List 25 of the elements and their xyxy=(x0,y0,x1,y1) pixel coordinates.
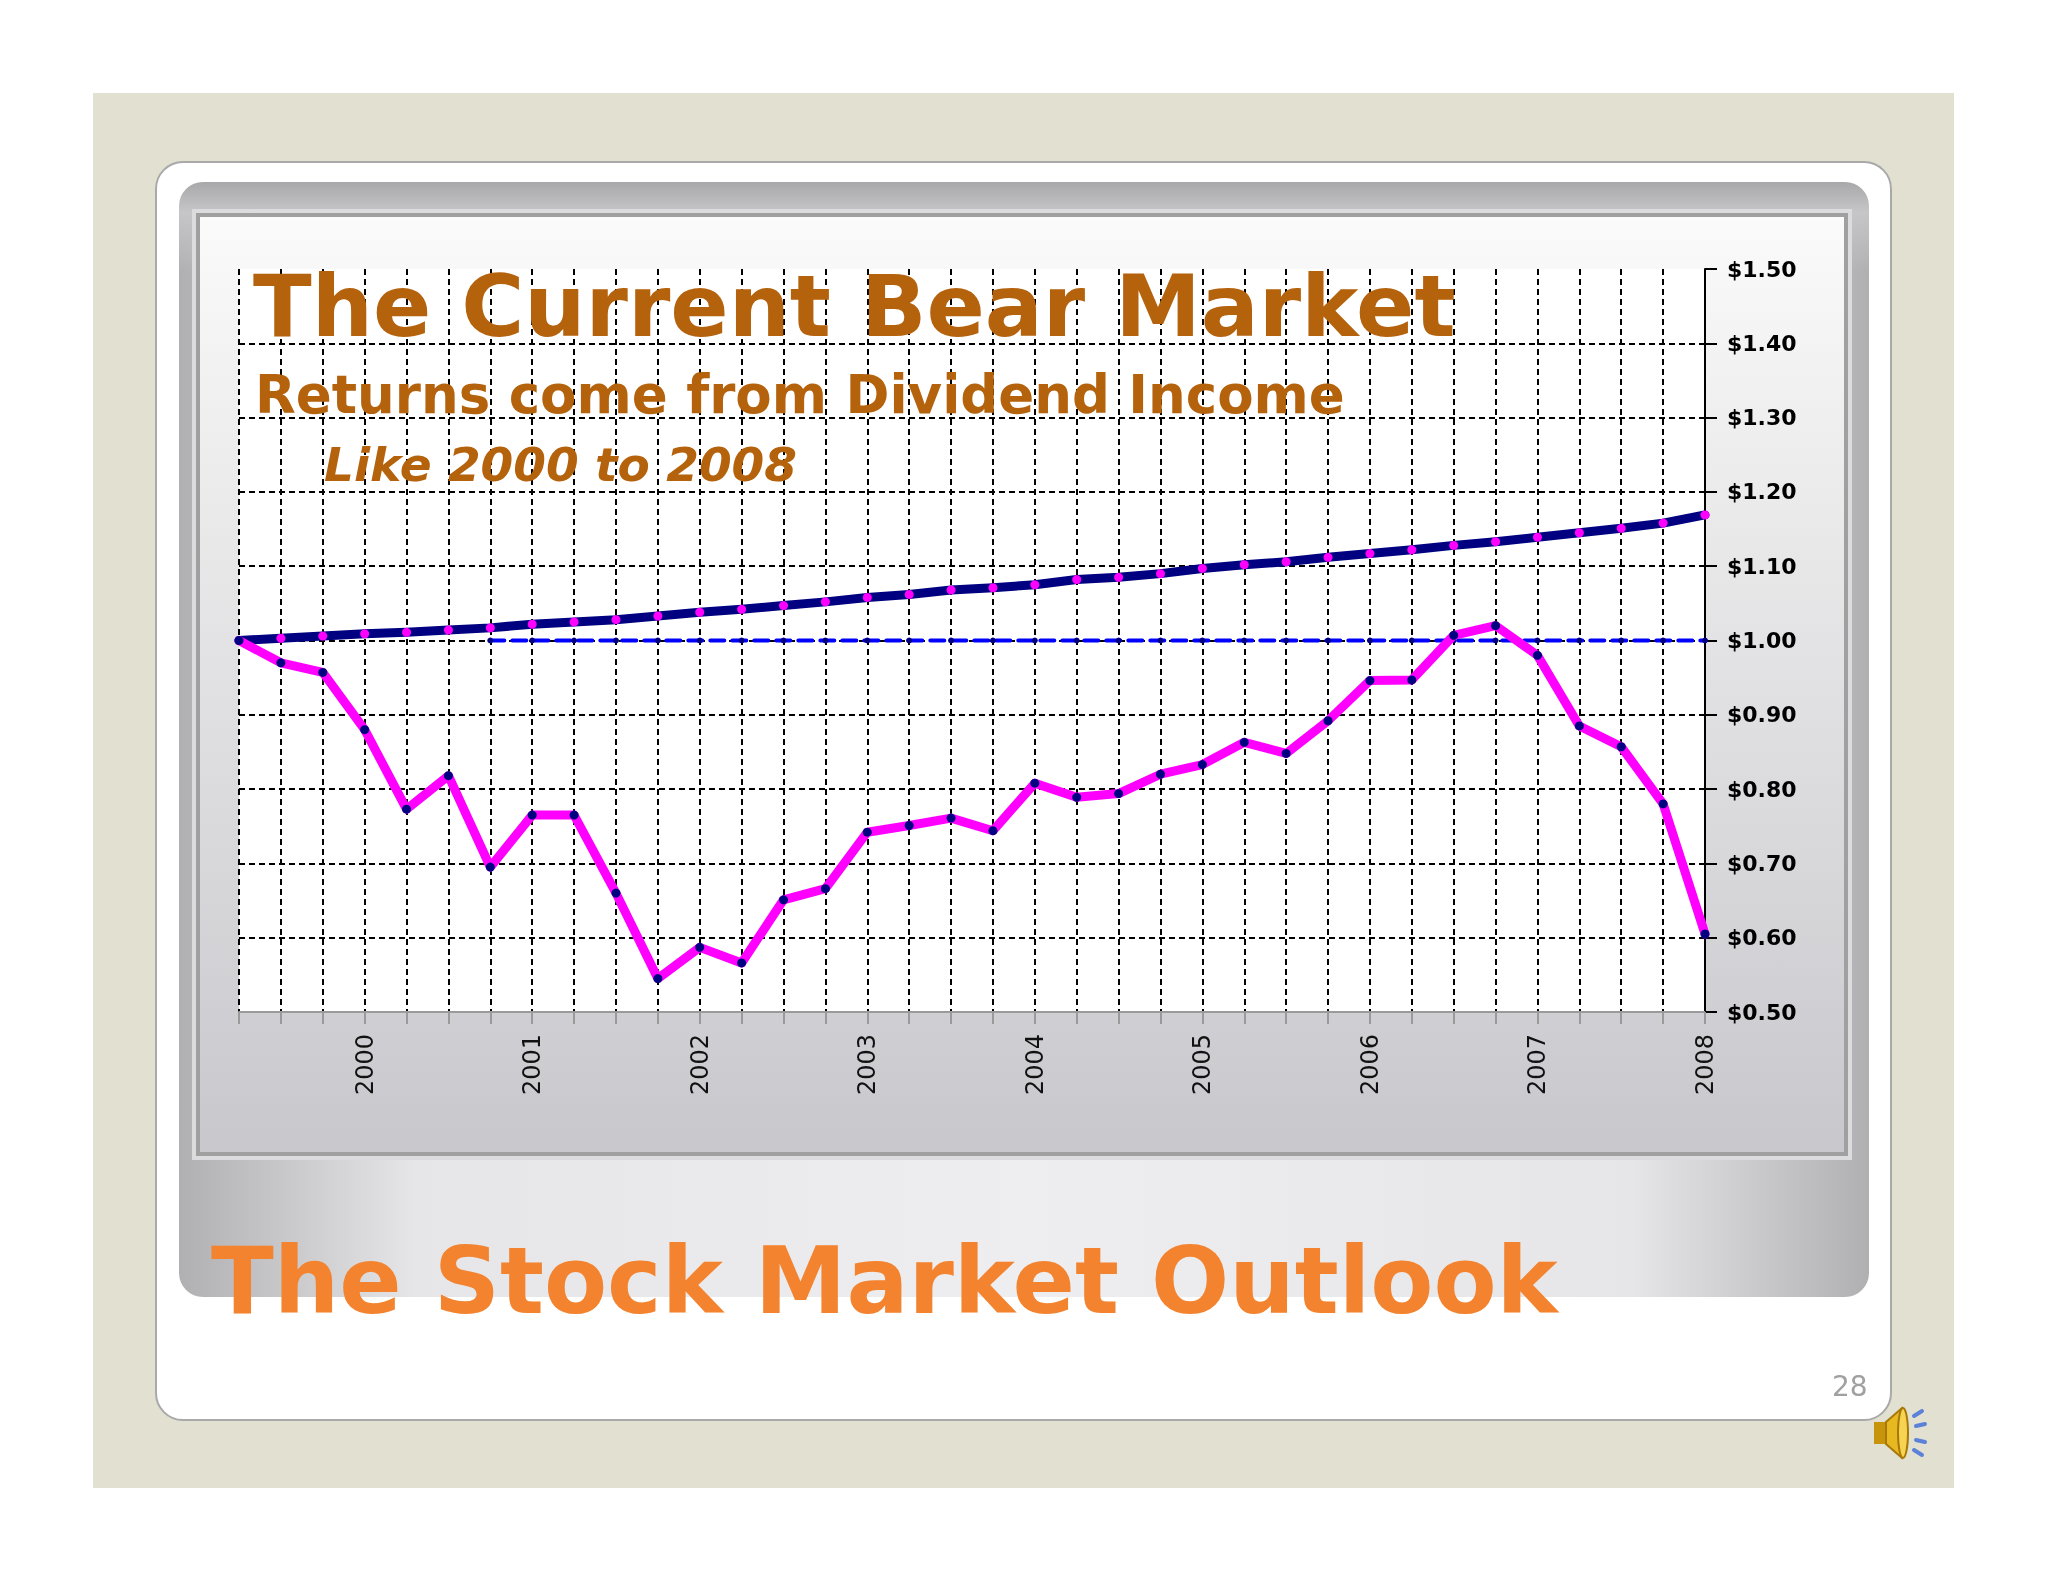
text: 28 xyxy=(1832,1370,1868,1403)
y-tick-label: $1.50 xyxy=(1727,256,1797,282)
y-tick-label: $1.40 xyxy=(1727,330,1797,356)
y-tick-label: $0.60 xyxy=(1727,925,1797,951)
text: The Stock Market Outlook xyxy=(211,1228,1558,1335)
y-tick-label: $1.00 xyxy=(1727,628,1797,653)
x-tick-label: 2002 xyxy=(685,1034,714,1096)
x-tick-label: 2006 xyxy=(1355,1034,1384,1096)
x-tick-label: 2004 xyxy=(1020,1034,1049,1096)
x-tick-label: 2001 xyxy=(518,1034,547,1096)
text: Returns come from Dividend Income xyxy=(255,364,1345,425)
x-tick-label: 2003 xyxy=(853,1034,882,1096)
x-tick-label: 2008 xyxy=(1691,1034,1719,1096)
y-tick-label: $1.30 xyxy=(1727,405,1797,431)
x-tick-label: 2005 xyxy=(1188,1034,1217,1096)
chart-title: The Current Bear Market xyxy=(253,256,1456,356)
y-tick-label: $1.10 xyxy=(1727,553,1797,579)
y-tick-label: $0.80 xyxy=(1727,776,1797,802)
annotation: Like 2000 to 2008 xyxy=(324,437,797,492)
y-tick-label: $0.90 xyxy=(1727,702,1797,728)
y-tick-label: $1.20 xyxy=(1727,479,1797,505)
y-tick-label: $0.70 xyxy=(1727,850,1797,876)
x-tick-label: 2007 xyxy=(1523,1034,1552,1096)
y-tick-label: $0.50 xyxy=(1727,999,1797,1025)
x-tick-label: 2000 xyxy=(350,1034,379,1096)
